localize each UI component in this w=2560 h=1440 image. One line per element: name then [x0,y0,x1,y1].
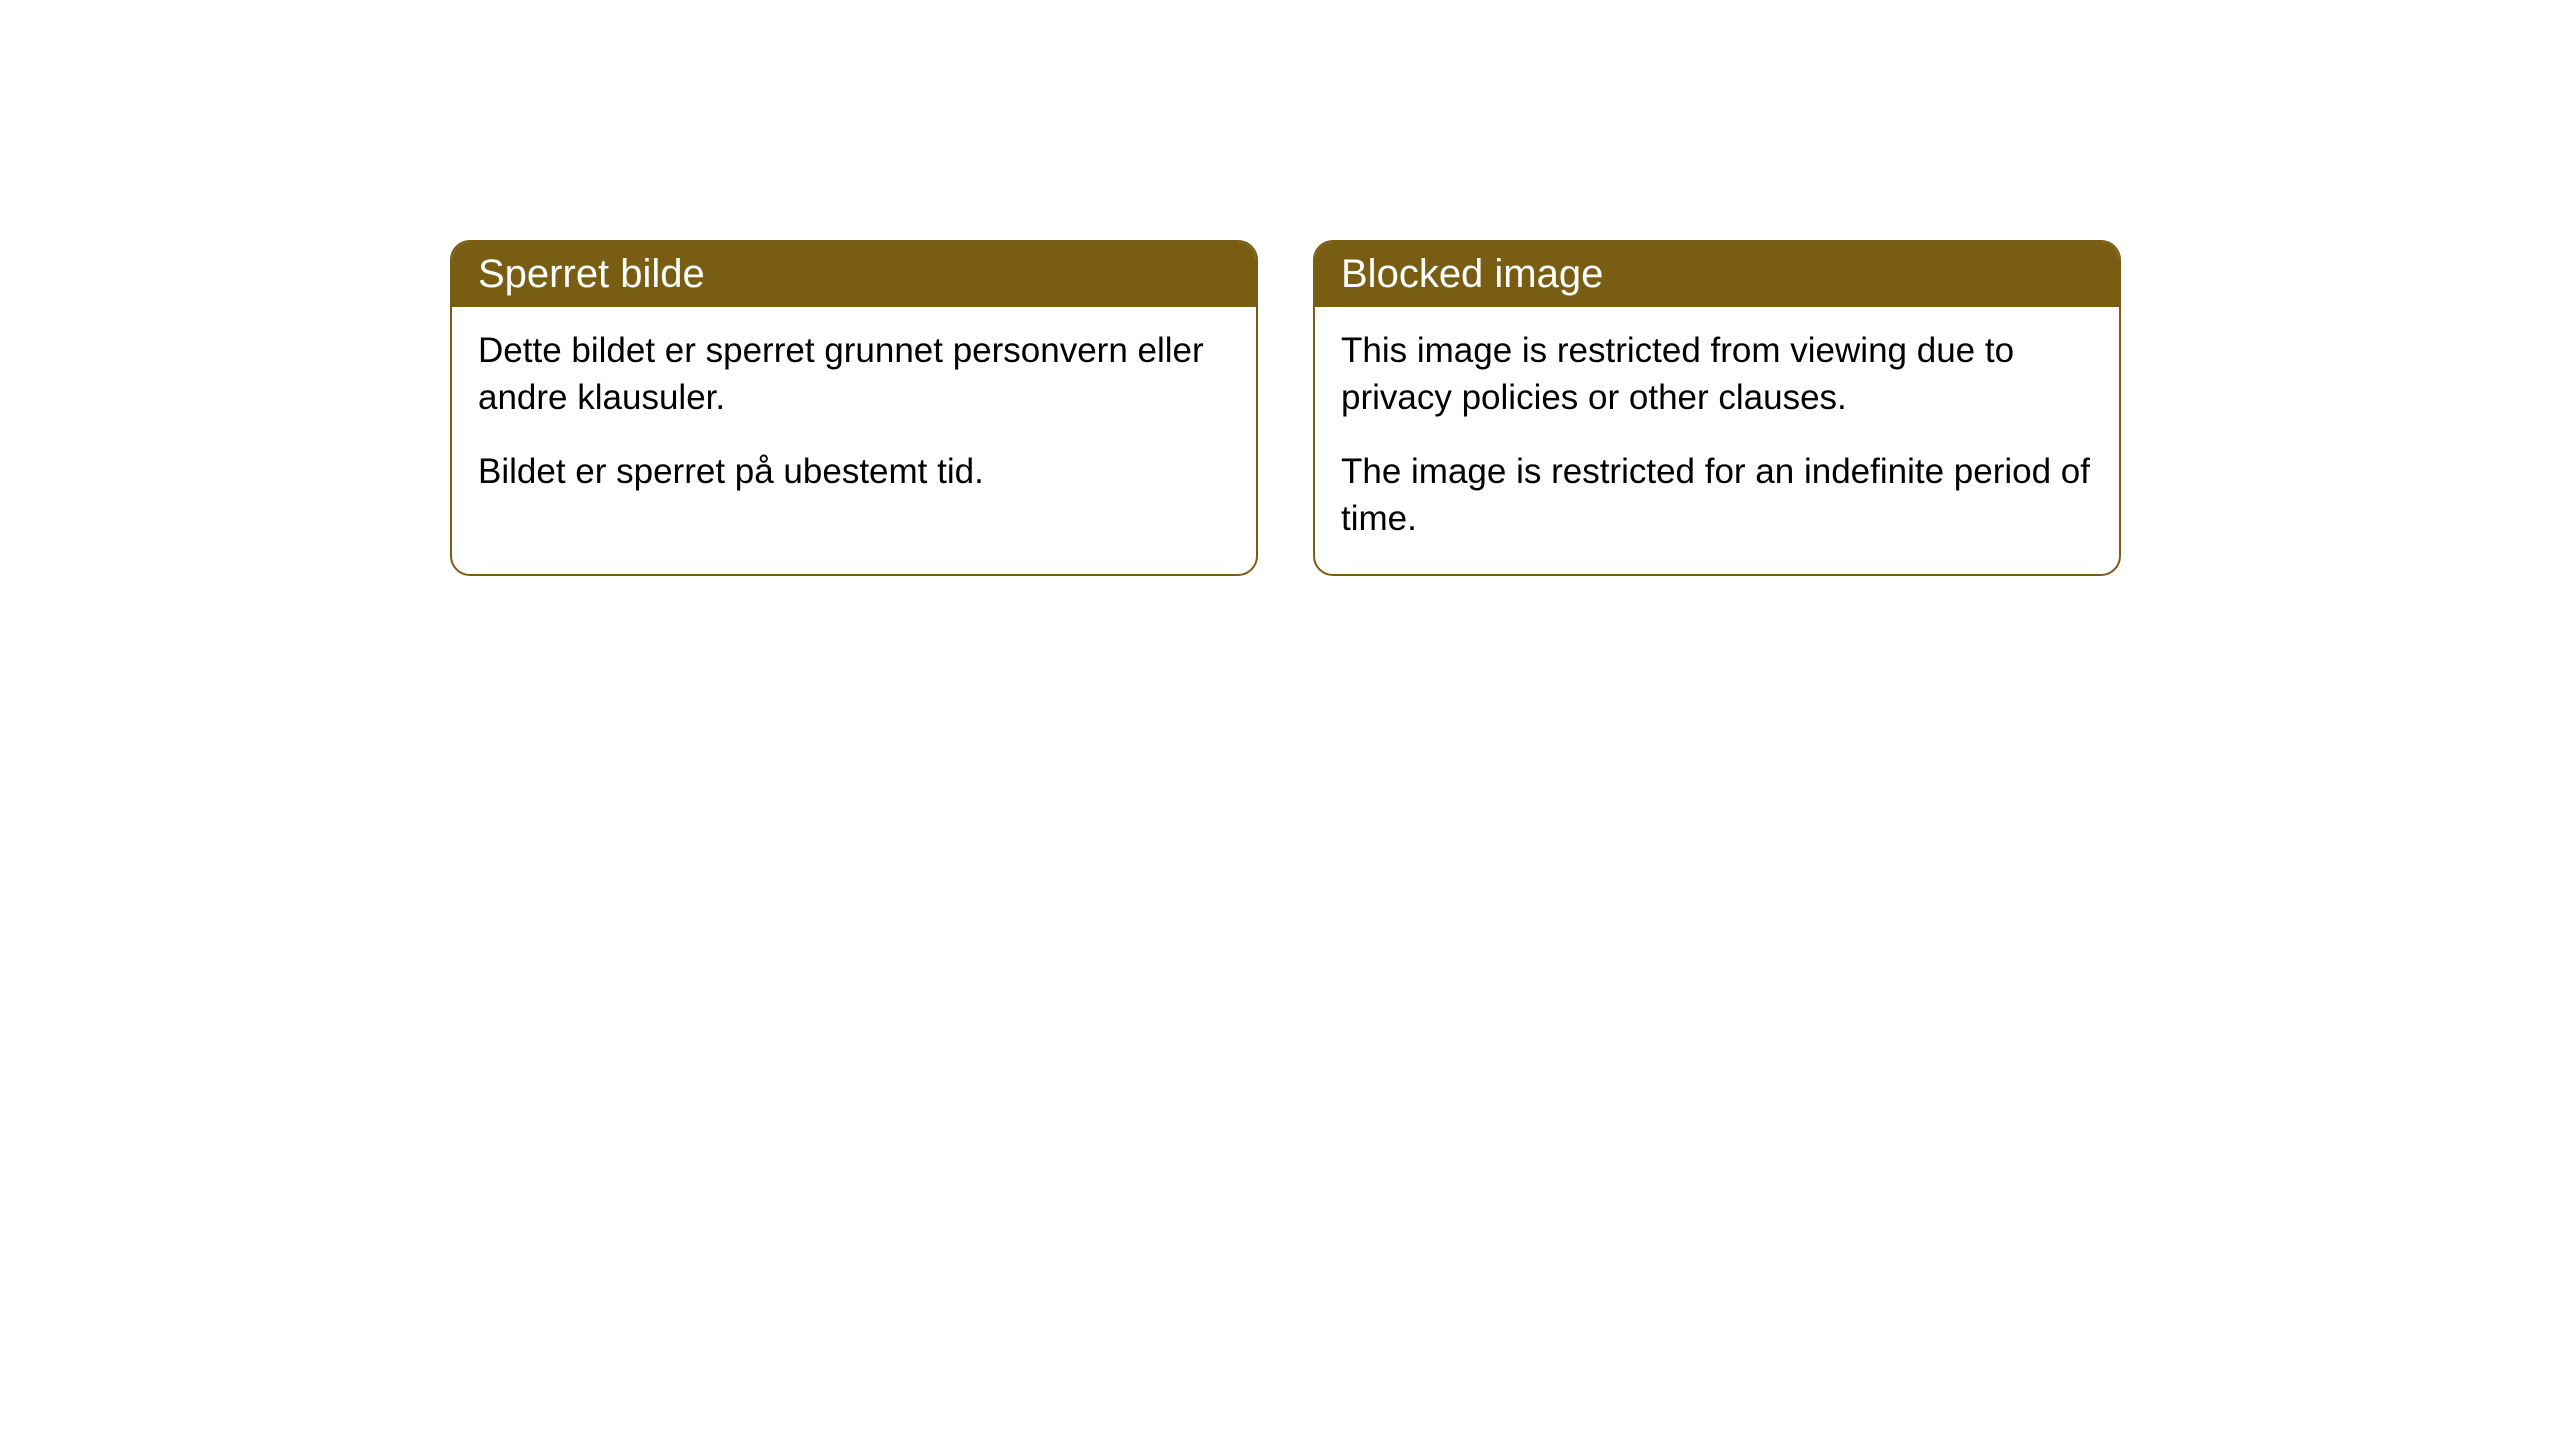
notice-text-line-2: The image is restricted for an indefinit… [1341,448,2093,543]
card-header: Blocked image [1315,242,2119,307]
notice-card-norwegian: Sperret bilde Dette bildet er sperret gr… [450,240,1258,576]
notice-text-line-1: This image is restricted from viewing du… [1341,327,2093,422]
card-body: Dette bildet er sperret grunnet personve… [452,307,1256,527]
card-header: Sperret bilde [452,242,1256,307]
card-body: This image is restricted from viewing du… [1315,307,2119,574]
cards-container: Sperret bilde Dette bildet er sperret gr… [450,240,2121,576]
notice-text-line-2: Bildet er sperret på ubestemt tid. [478,448,1230,495]
notice-text-line-1: Dette bildet er sperret grunnet personve… [478,327,1230,422]
notice-card-english: Blocked image This image is restricted f… [1313,240,2121,576]
